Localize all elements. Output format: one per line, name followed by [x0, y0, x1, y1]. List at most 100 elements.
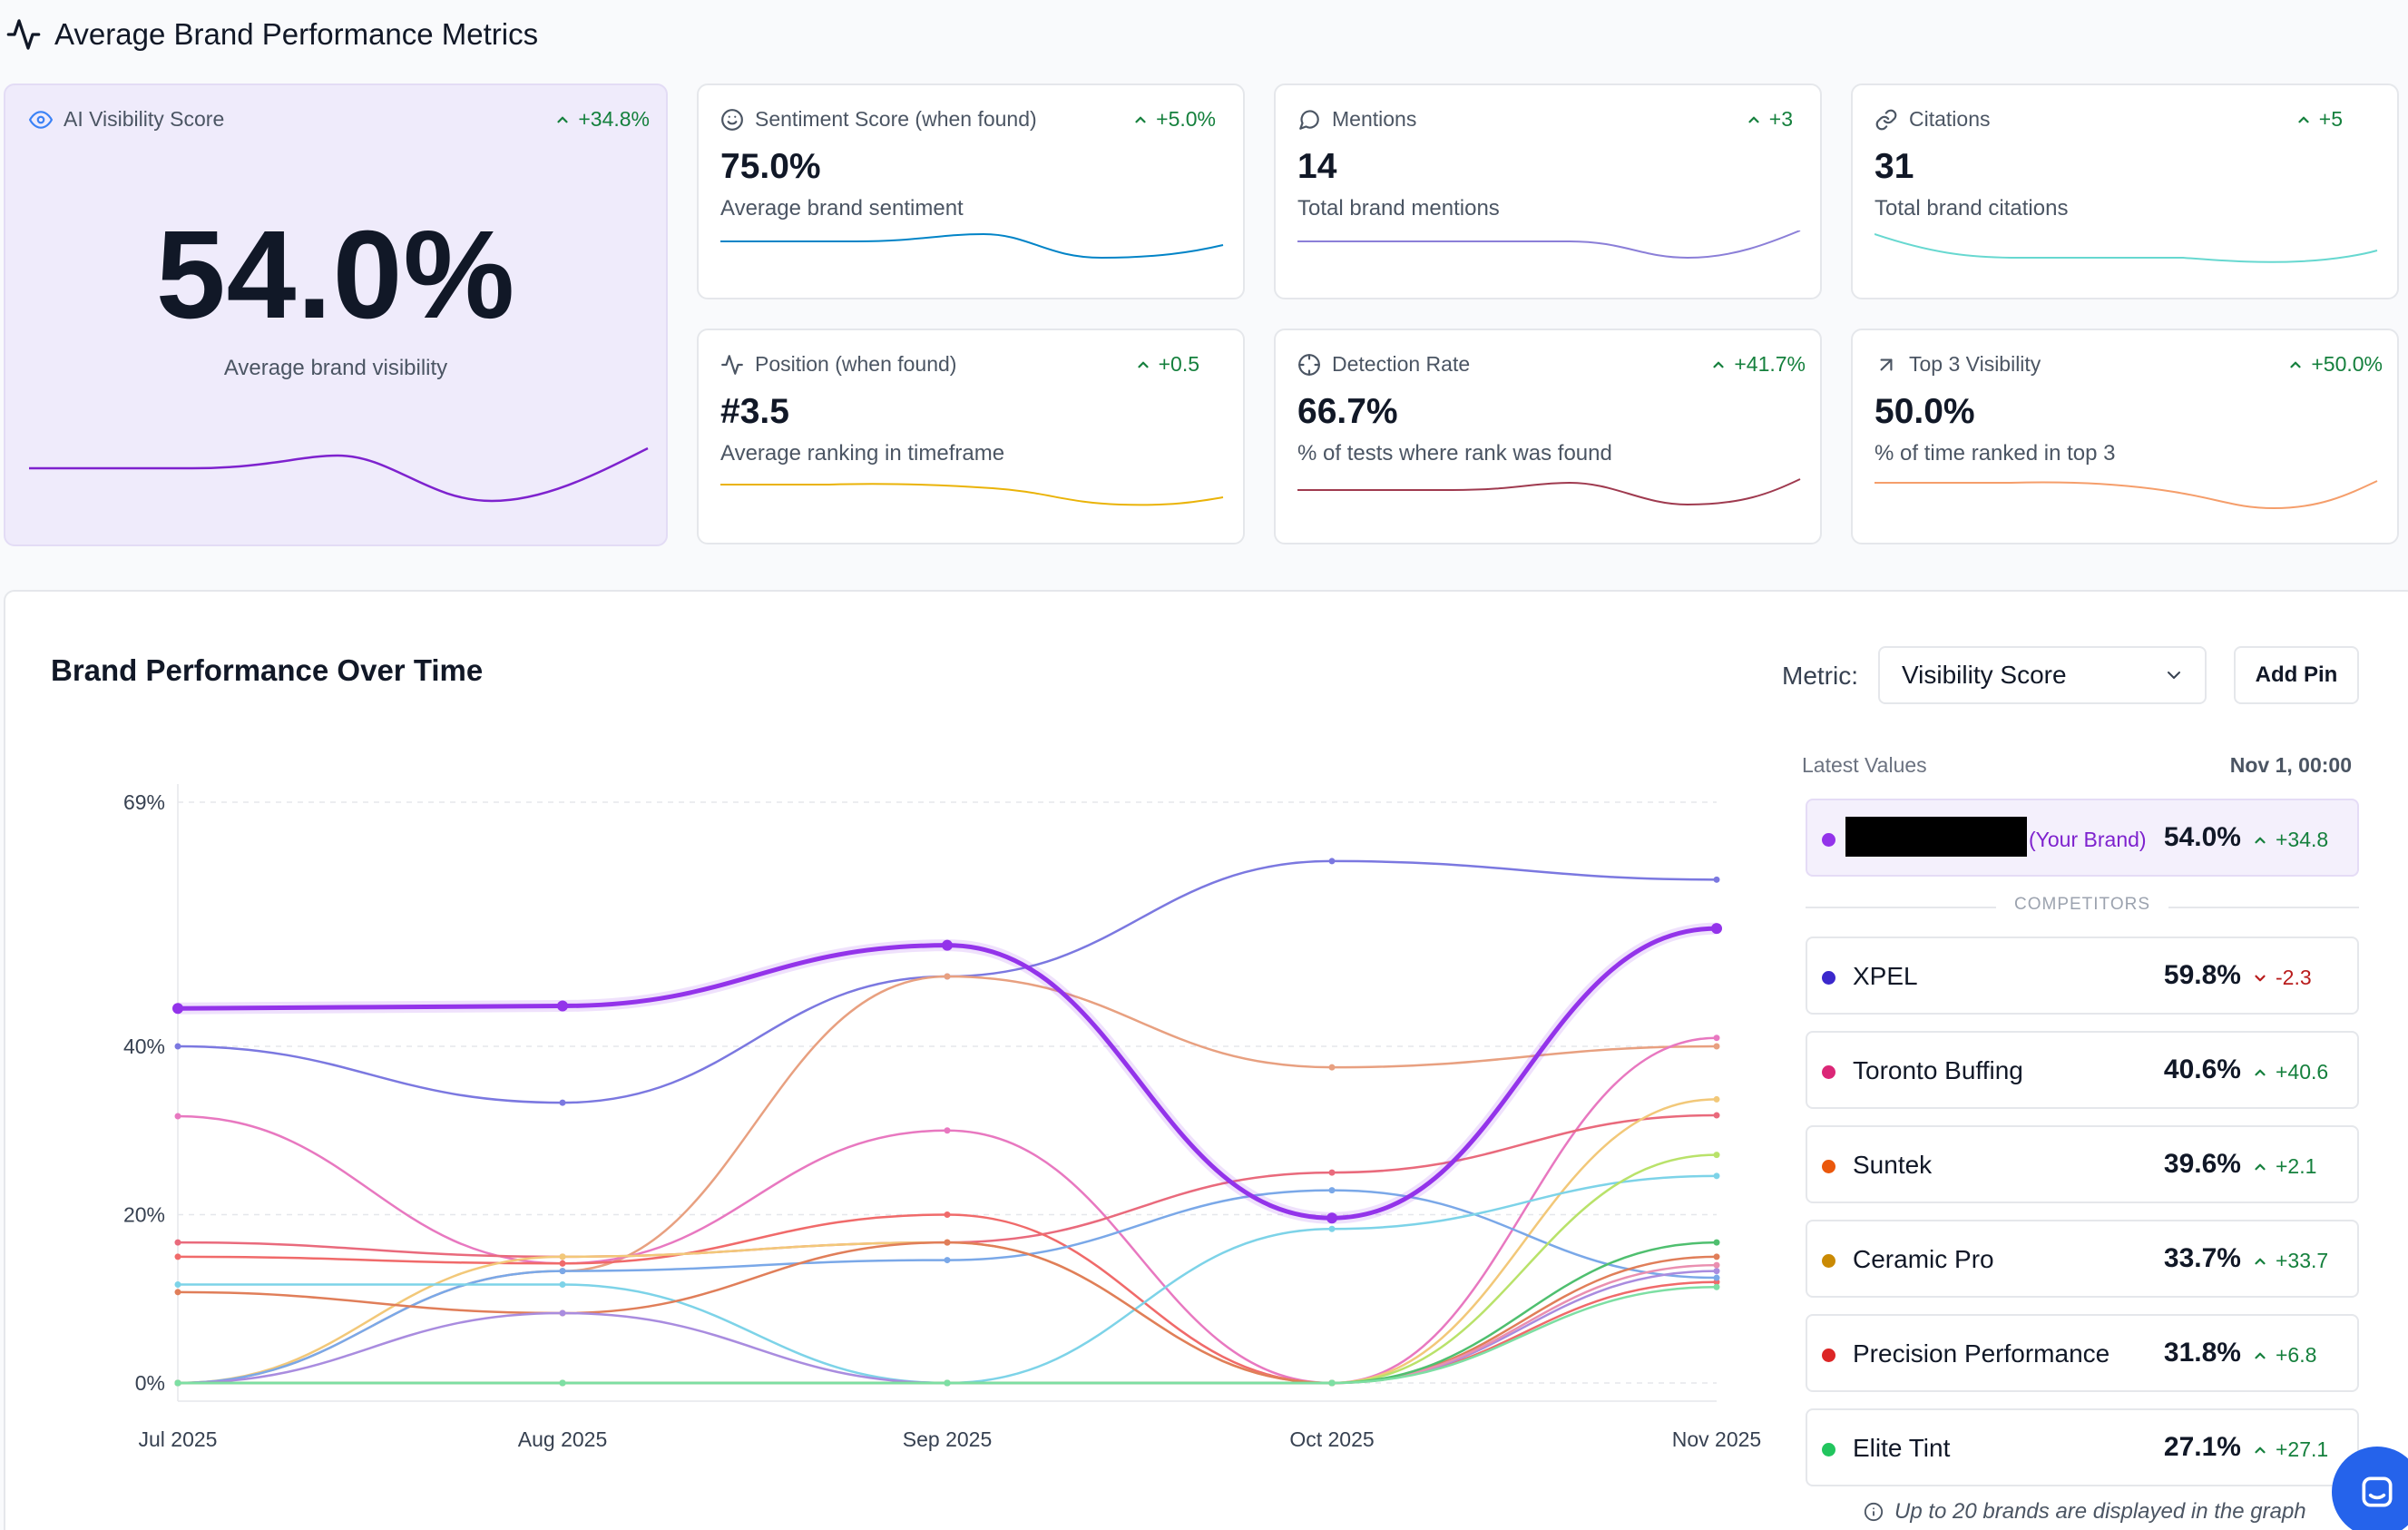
card-subtitle: Total brand mentions [1297, 196, 1500, 221]
data-point [1713, 1172, 1720, 1180]
card-value: #3.5 [720, 392, 789, 431]
legend-change: +34.8 [2252, 828, 2328, 852]
series-line [178, 1263, 1718, 1385]
ai-visibility-card[interactable]: AI Visibility Score +34.8% 54.0% Average… [4, 83, 668, 546]
y-tick-label: 69% [123, 790, 165, 814]
sparkline [720, 232, 1224, 260]
series-dot [1822, 1254, 1835, 1268]
legend-row-precision-performance[interactable]: Precision Performance 31.8% +6.8 [1806, 1314, 2359, 1392]
metric-select[interactable]: Visibility Score [1878, 646, 2207, 704]
legend-change: +27.1 [2252, 1437, 2328, 1462]
legend-change: +2.1 [2252, 1154, 2316, 1179]
series-line [177, 859, 1718, 1104]
legend-name: Toronto Buffing [1853, 1056, 2023, 1084]
add-pin-button[interactable]: Add Pin [2234, 646, 2359, 704]
page-header: Average Brand Performance Metrics [5, 13, 538, 56]
card-value: 66.7% [1297, 392, 1398, 431]
card-title: Citations [1909, 107, 1991, 131]
crosshair-icon [1298, 353, 1320, 376]
data-point [174, 1379, 181, 1387]
latest-values-label: Latest Values [1802, 753, 1927, 777]
data-point [1713, 1268, 1720, 1275]
series-line [178, 1241, 1718, 1385]
legend-value: 59.8% [2163, 960, 2241, 990]
data-point [1328, 1187, 1336, 1194]
card-value: 75.0% [720, 147, 821, 186]
legend-row-toronto-buffing[interactable]: Toronto Buffing 40.6% +40.6 [1806, 1031, 2359, 1109]
mentions-card[interactable]: Mentions +3 14 Total brand mentions [1274, 83, 1822, 299]
data-point [559, 1309, 566, 1317]
y-tick-label: 0% [135, 1371, 165, 1395]
card-title: Sentiment Score (when found) [755, 107, 1037, 131]
data-point [1713, 1261, 1720, 1269]
legend-value: 40.6% [2163, 1054, 2241, 1084]
legend-change: -2.3 [2252, 966, 2312, 990]
delta-badge: +3 [1746, 107, 1793, 132]
smile-icon [721, 108, 743, 131]
brand-performance-panel: Brand Performance Over Time Metric: Visi… [4, 590, 2408, 1530]
card-subtitle: % of time ranked in top 3 [1875, 441, 2116, 466]
data-point [1713, 1095, 1720, 1103]
chevron-up-icon [2255, 1447, 2266, 1453]
chevron-up-icon [1137, 361, 1149, 368]
chat-launcher-button[interactable] [2332, 1447, 2408, 1530]
card-subtitle: Average brand visibility [223, 356, 448, 380]
legend-row-ceramic-pro[interactable]: Ceramic Pro 33.7% +33.7 [1806, 1220, 2359, 1298]
line-chart[interactable]: 0% 20% 40% 69% Jul 2025 Aug 2025 Sep 2025 Oct 2… [5, 592, 1784, 1463]
data-point [1711, 923, 1722, 935]
data-point [557, 1000, 568, 1012]
message-circle-icon [1299, 109, 1319, 130]
sparkline [1875, 480, 2378, 510]
chevron-down-icon [2168, 672, 2180, 679]
chevron-up-icon [2255, 837, 2266, 843]
graph-limit-note: Up to 20 brands are displayed in the gra… [1864, 1499, 2306, 1525]
chevron-up-icon [2255, 1352, 2266, 1358]
legend-row-xpel[interactable]: XPEL 59.8% -2.3 [1806, 937, 2359, 1015]
competitors-divider: COMPETITORS [1806, 893, 2359, 920]
data-point [174, 1043, 181, 1050]
detection-rate-card[interactable]: Detection Rate +41.7% 66.7% % of tests w… [1274, 329, 1822, 544]
legend-change: +40.6 [2252, 1060, 2328, 1084]
sentiment-card[interactable]: Sentiment Score (when found) +5.0% 75.0%… [697, 83, 1245, 299]
data-point [1713, 1043, 1720, 1050]
your-brand-tag: (Your Brand) [2029, 828, 2147, 851]
legend-name: Precision Performance [1853, 1339, 2110, 1368]
series-dot [1822, 833, 1835, 847]
legend-row-elite-tint[interactable]: Elite Tint 27.1% +27.1 [1806, 1408, 2359, 1486]
legend-row-your-brand[interactable]: (Your Brand) 54.0% +34.8 [1806, 799, 2359, 877]
y-tick-label: 20% [123, 1202, 165, 1226]
citations-card[interactable]: Citations +5 31 Total brand citations [1851, 83, 2399, 299]
series-dot [1822, 971, 1835, 985]
series-line [177, 1036, 1718, 1385]
card-title: Position (when found) [755, 352, 957, 376]
activity-icon [721, 354, 743, 375]
data-point [174, 1113, 181, 1120]
data-point [1713, 1283, 1720, 1290]
legend-row-suntek[interactable]: Suntek 39.6% +2.1 [1806, 1125, 2359, 1203]
series-line [177, 1213, 1718, 1385]
card-value: 31 [1875, 147, 1914, 186]
card-title: Detection Rate [1332, 352, 1471, 376]
data-point [174, 1239, 181, 1246]
delta-badge: +5.0% [1132, 107, 1216, 132]
delta-badge: +50.0% [2287, 352, 2383, 377]
metric-label: Metric: [1782, 662, 1858, 690]
data-point [172, 1003, 183, 1015]
chevron-up-icon [2290, 361, 2301, 368]
delta-badge: +41.7% [1710, 352, 1806, 377]
data-point [944, 1239, 951, 1246]
data-point [559, 1253, 566, 1260]
top3-visibility-card[interactable]: Top 3 Visibility +50.0% 50.0% % of time … [1851, 329, 2399, 544]
delta-badge: +5 [2295, 107, 2343, 132]
data-point [944, 1211, 951, 1218]
position-card[interactable]: Position (when found) +0.5 #3.5 Average … [697, 329, 1245, 544]
chevron-down-icon [2255, 975, 2266, 981]
card-title: Mentions [1332, 107, 1417, 131]
x-tick-label: Oct 2025 [1289, 1427, 1374, 1451]
chevron-up-icon [2255, 1258, 2266, 1264]
data-point [1713, 1274, 1720, 1281]
chevron-up-icon [557, 116, 568, 123]
x-tick-label: Jul 2025 [139, 1427, 218, 1451]
redacted-brand-name [1845, 817, 2027, 857]
data-point [1713, 1253, 1720, 1260]
